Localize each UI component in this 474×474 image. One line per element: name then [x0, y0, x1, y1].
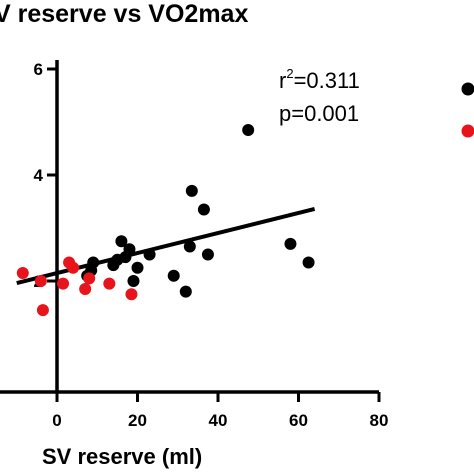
x-tick-label: 20	[128, 411, 147, 430]
data-point-black	[242, 123, 255, 136]
legend-marker-black	[461, 82, 474, 96]
data-point-black	[143, 248, 156, 261]
data-point-red	[36, 304, 49, 317]
data-point-black	[127, 275, 140, 287]
r-squared-superscript: 2	[286, 66, 293, 81]
data-point-black	[179, 285, 192, 298]
data-point-black	[185, 184, 198, 197]
regression-line	[16, 206, 316, 286]
data-point-black	[201, 248, 214, 261]
data-point-black	[115, 235, 128, 248]
x-tick-label: 60	[289, 411, 308, 430]
data-point-black	[302, 256, 315, 269]
data-point-black	[167, 269, 180, 282]
r-squared-value: =0.311	[294, 68, 360, 93]
chart-title: V reserve vs VO2max	[0, 0, 248, 28]
data-point-red	[57, 277, 70, 290]
data-point-black	[183, 240, 196, 253]
data-point-red	[16, 267, 29, 280]
data-point-black	[284, 237, 297, 250]
data-point-red	[103, 277, 116, 290]
x-tick-label: 80	[370, 411, 389, 430]
data-point-black	[197, 203, 210, 216]
stats-annotation: r2=0.311 p=0.001	[279, 66, 360, 126]
legend	[461, 82, 474, 138]
data-point-red	[34, 275, 47, 287]
x-tick-label: 40	[209, 411, 228, 430]
legend-marker-red	[461, 124, 474, 138]
data-points	[16, 123, 315, 317]
x-ticks: 0 20 40 60 80	[52, 392, 388, 430]
p-value-annotation: p=0.001	[279, 101, 359, 126]
r-squared-annotation: r2=0.311	[279, 66, 360, 93]
data-point-red	[79, 282, 92, 295]
data-point-red	[83, 272, 96, 285]
regression-group	[16, 206, 316, 286]
y-ticks: 642	[34, 60, 57, 291]
r-squared-prefix: r	[279, 68, 286, 93]
data-point-red	[67, 261, 80, 274]
data-point-black	[87, 256, 100, 269]
data-point-black	[131, 261, 144, 274]
data-point-black	[123, 243, 136, 256]
data-point-red	[125, 288, 138, 301]
axes	[0, 60, 379, 394]
x-axis-label: SV reserve (ml)	[42, 444, 202, 469]
y-tick-label: 4	[34, 166, 44, 185]
x-tick-label: 0	[52, 411, 61, 430]
y-tick-label: 6	[34, 60, 43, 79]
